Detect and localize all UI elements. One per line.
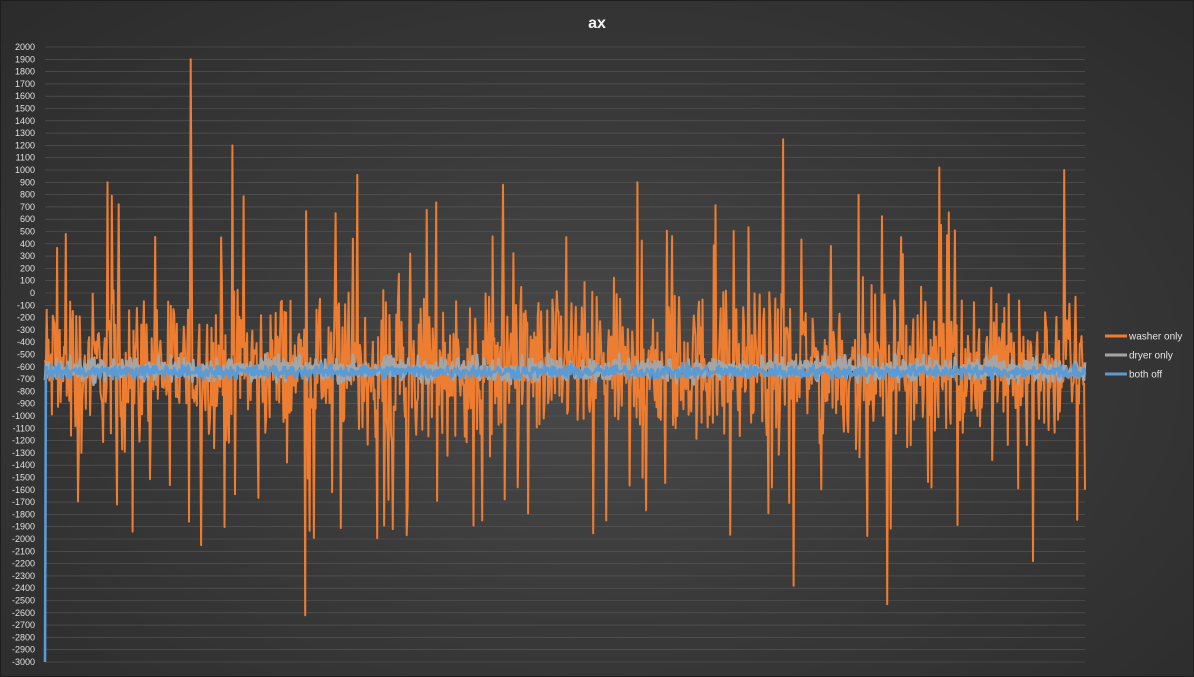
y-tick-label: 2000 bbox=[15, 42, 35, 52]
y-tick-label: 1400 bbox=[15, 116, 35, 126]
y-tick-label: -1800 bbox=[12, 509, 35, 519]
y-tick-label: 400 bbox=[20, 239, 35, 249]
y-tick-label: -2000 bbox=[12, 534, 35, 544]
y-tick-label: -2200 bbox=[12, 559, 35, 569]
y-tick-label: 1300 bbox=[15, 128, 35, 138]
y-tick-label: 900 bbox=[20, 177, 35, 187]
y-tick-label: 1800 bbox=[15, 67, 35, 77]
y-tick-label: -1500 bbox=[12, 473, 35, 483]
y-tick-label: -2100 bbox=[12, 546, 35, 556]
y-tick-label: 1200 bbox=[15, 140, 35, 150]
y-tick-label: 1700 bbox=[15, 79, 35, 89]
y-tick-label: -800 bbox=[17, 386, 35, 396]
y-tick-label: -3000 bbox=[12, 657, 35, 667]
y-tick-label: 100 bbox=[20, 276, 35, 286]
y-tick-label: -2700 bbox=[12, 620, 35, 630]
y-tick-label: -500 bbox=[17, 350, 35, 360]
y-tick-label: 700 bbox=[20, 202, 35, 212]
series-lines bbox=[43, 58, 1087, 663]
y-tick-label: -1600 bbox=[12, 485, 35, 495]
series-line-both-off bbox=[43, 361, 1087, 663]
legend-label: dryer only bbox=[1129, 351, 1173, 362]
y-tick-label: 1000 bbox=[15, 165, 35, 175]
y-tick-label: 500 bbox=[20, 227, 35, 237]
y-tick-label: 800 bbox=[20, 190, 35, 200]
y-tick-label: 1900 bbox=[15, 54, 35, 64]
y-tick-label: 600 bbox=[20, 214, 35, 224]
y-tick-label: -2600 bbox=[12, 608, 35, 618]
y-tick-label: -700 bbox=[17, 374, 35, 384]
y-tick-label: -100 bbox=[17, 300, 35, 310]
y-tick-label: -200 bbox=[17, 313, 35, 323]
legend: washer only dryer only both off bbox=[1105, 332, 1182, 381]
y-tick-label: -2400 bbox=[12, 583, 35, 593]
y-tick-label: -1200 bbox=[12, 436, 35, 446]
y-tick-label: 0 bbox=[30, 288, 35, 298]
legend-label: both off bbox=[1129, 370, 1162, 381]
y-tick-label: -1900 bbox=[12, 522, 35, 532]
chart-title: ax bbox=[588, 15, 606, 32]
y-tick-label: 1100 bbox=[16, 153, 35, 163]
y-axis-ticks: -3000-2900-2800-2700-2600-2500-2400-2300… bbox=[12, 42, 35, 667]
y-tick-label: -600 bbox=[17, 362, 35, 372]
y-tick-label: -900 bbox=[17, 399, 35, 409]
y-tick-label: -2500 bbox=[12, 596, 35, 606]
y-tick-label: -2900 bbox=[12, 645, 35, 655]
y-tick-label: -1700 bbox=[12, 497, 35, 507]
y-tick-label: -1400 bbox=[12, 460, 35, 470]
y-tick-label: -2300 bbox=[12, 571, 35, 581]
y-tick-label: -1000 bbox=[12, 411, 35, 421]
y-tick-label: 1500 bbox=[15, 104, 35, 114]
y-tick-label: 300 bbox=[20, 251, 35, 261]
y-tick-label: -1100 bbox=[13, 423, 35, 433]
legend-label: washer only bbox=[1128, 332, 1182, 343]
y-tick-label: -1300 bbox=[12, 448, 35, 458]
y-tick-label: -400 bbox=[17, 337, 35, 347]
series-line-washer-only bbox=[44, 58, 1086, 617]
y-tick-label: -2800 bbox=[12, 632, 35, 642]
y-tick-label: 1600 bbox=[15, 91, 35, 101]
y-tick-label: 200 bbox=[20, 263, 35, 273]
y-tick-label: -300 bbox=[17, 325, 35, 335]
